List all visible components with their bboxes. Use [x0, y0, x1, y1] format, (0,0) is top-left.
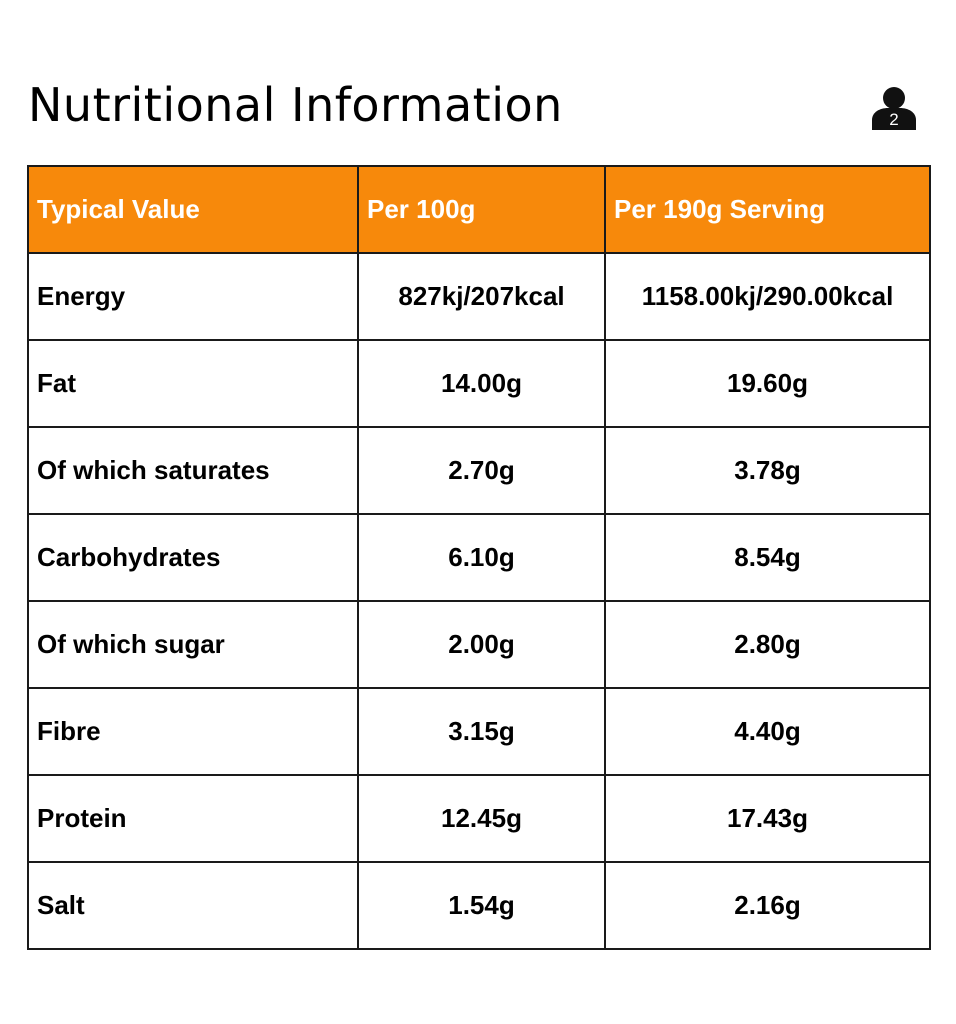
header-typical-value: Typical Value [27, 165, 359, 254]
table-row: Fibre 3.15g 4.40g [27, 687, 931, 776]
row-label: Of which saturates [27, 426, 359, 515]
row-per-100g: 827kj/207kcal [357, 252, 606, 341]
row-label: Energy [27, 252, 359, 341]
table-row: Protein 12.45g 17.43g [27, 774, 931, 863]
table-row: Energy 827kj/207kcal 1158.00kj/290.00kca… [27, 252, 931, 341]
row-per-serving: 3.78g [604, 426, 931, 515]
row-per-100g: 14.00g [357, 339, 606, 428]
row-per-100g: 6.10g [357, 513, 606, 602]
row-per-serving: 1158.00kj/290.00kcal [604, 252, 931, 341]
row-per-100g: 2.70g [357, 426, 606, 515]
servings-count: 2 [889, 110, 899, 129]
table-row: Of which saturates 2.70g 3.78g [27, 426, 931, 515]
row-per-100g: 1.54g [357, 861, 606, 950]
row-per-100g: 12.45g [357, 774, 606, 863]
row-label: Of which sugar [27, 600, 359, 689]
row-per-serving: 2.16g [604, 861, 931, 950]
table-row: Fat 14.00g 19.60g [27, 339, 931, 428]
row-label: Fibre [27, 687, 359, 776]
header-per-serving: Per 190g Serving [604, 165, 931, 254]
table-row: Salt 1.54g 2.16g [27, 861, 931, 950]
row-per-serving: 17.43g [604, 774, 931, 863]
row-label: Carbohydrates [27, 513, 359, 602]
row-per-serving: 2.80g [604, 600, 931, 689]
row-label: Salt [27, 861, 359, 950]
table-row: Of which sugar 2.00g 2.80g [27, 600, 931, 689]
row-per-serving: 19.60g [604, 339, 931, 428]
nutrition-table: Typical Value Per 100g Per 190g Serving … [27, 165, 931, 950]
row-label: Fat [27, 339, 359, 428]
table-row: Carbohydrates 6.10g 8.54g [27, 513, 931, 602]
header-per-100g: Per 100g [357, 165, 606, 254]
page-title: Nutritional Information [28, 78, 563, 132]
row-per-serving: 4.40g [604, 687, 931, 776]
table-header-row: Typical Value Per 100g Per 190g Serving [27, 165, 931, 254]
servings-badge: 2 [870, 86, 918, 130]
row-per-100g: 3.15g [357, 687, 606, 776]
row-per-serving: 8.54g [604, 513, 931, 602]
person-icon [872, 87, 916, 130]
row-per-100g: 2.00g [357, 600, 606, 689]
row-label: Protein [27, 774, 359, 863]
